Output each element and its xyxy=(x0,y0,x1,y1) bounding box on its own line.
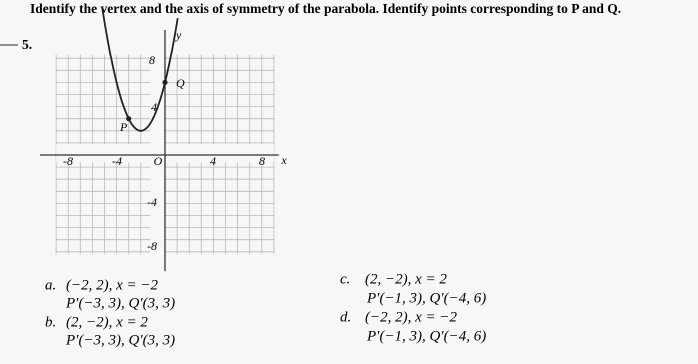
choice-b: b. (2, −2), x = 2 P′(−3, 3), Q′(3, 3) xyxy=(45,314,175,348)
choice-vertex: (−2, 2), x = −2 xyxy=(66,277,159,293)
y-label: 4 xyxy=(151,100,157,114)
x-label: 4 xyxy=(210,154,216,168)
choice-vertex: (−2, 2), x = −2 xyxy=(365,309,458,325)
choice-points: P′(−3, 3), Q′(3, 3) xyxy=(65,295,175,311)
point-p xyxy=(126,116,132,122)
choice-vertex: (2, −2), x = 2 xyxy=(365,271,447,287)
point-label: P xyxy=(119,120,128,134)
x-label: -4 xyxy=(112,154,122,168)
y-label: -4 xyxy=(147,195,157,209)
point-label: Q xyxy=(176,76,185,90)
y-label: -8 xyxy=(147,239,157,253)
x-label: O xyxy=(154,154,163,168)
choice-letter: c. xyxy=(340,271,350,287)
graph-labels: -8 -4 O 4 8 x 8 4 -4 -8 y P Q xyxy=(63,28,287,253)
choice-vertex: (2, −2), x = 2 xyxy=(66,314,148,330)
choice-points: P′(−1, 3), Q′(−4, 6) xyxy=(366,290,486,306)
parabola xyxy=(101,6,179,132)
choice-letter: d. xyxy=(340,309,351,325)
x-label: 8 xyxy=(259,154,265,168)
y-axis-label: y xyxy=(175,28,182,42)
choice-d: d. (−2, 2), x = −2 P′(−1, 3), Q′(−4, 6) xyxy=(340,309,486,344)
grid xyxy=(40,6,279,272)
problem-number: 5. xyxy=(22,37,32,52)
choice-c: c. (2, −2), x = 2 P′(−1, 3), Q′(−4, 6) xyxy=(340,271,486,306)
point-q xyxy=(162,79,168,85)
x-label: -8 xyxy=(63,154,73,168)
choice-letter: b. xyxy=(45,314,56,330)
choice-points: P′(−3, 3), Q′(3, 3) xyxy=(65,332,175,348)
y-label: 8 xyxy=(149,53,155,67)
choice-letter: a. xyxy=(45,277,56,293)
instruction: Identify the vertex and the axis of symm… xyxy=(30,1,621,16)
choice-points: P′(−1, 3), Q′(−4, 6) xyxy=(366,328,486,344)
x-axis-label: x xyxy=(280,153,287,167)
choice-a: a. (−2, 2), x = −2 P′(−3, 3), Q′(3, 3) xyxy=(45,277,175,311)
